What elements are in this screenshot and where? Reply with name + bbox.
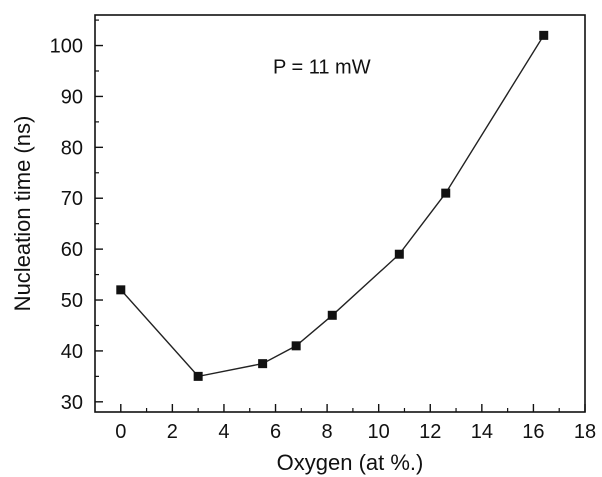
x-tick-label: 4 (218, 421, 229, 443)
y-tick-label: 30 (61, 392, 83, 414)
annotation-label: P = 11 mW (273, 57, 371, 79)
data-point-marker (116, 285, 126, 295)
x-tick-label: 18 (574, 421, 596, 443)
x-tick-label: 14 (471, 421, 493, 443)
x-tick-label: 2 (167, 421, 178, 443)
data-point-marker (394, 249, 404, 259)
x-tick-label: 6 (270, 421, 281, 443)
x-tick-label: 12 (419, 421, 441, 443)
y-tick-label: 40 (61, 341, 83, 363)
data-point-marker (193, 371, 203, 381)
data-point-marker (539, 30, 549, 40)
data-point-marker (291, 341, 301, 351)
x-tick-label: 10 (368, 421, 390, 443)
data-point-marker (327, 310, 337, 320)
y-tick-label: 50 (61, 290, 83, 312)
y-tick-label: 70 (61, 188, 83, 210)
y-tick-label: 80 (61, 137, 83, 159)
y-axis-title: Nucleation time (ns) (10, 116, 35, 312)
y-tick-label: 90 (61, 86, 83, 108)
y-tick-label: 60 (61, 239, 83, 261)
series-layer (116, 30, 549, 381)
series-line (120, 35, 545, 378)
data-point-marker (441, 188, 451, 198)
label-layer: P = 11 mW Oxygen (at %.) Nucleation time… (10, 36, 596, 475)
x-tick-label: 16 (522, 421, 544, 443)
axes-layer (94, 14, 586, 413)
plot-frame (94, 14, 586, 413)
x-tick-label: 0 (115, 421, 126, 443)
x-axis-title: Oxygen (at %.) (277, 450, 424, 475)
y-tick-label: 100 (50, 36, 83, 58)
x-tick-label: 8 (322, 421, 333, 443)
data-point-marker (258, 359, 268, 369)
